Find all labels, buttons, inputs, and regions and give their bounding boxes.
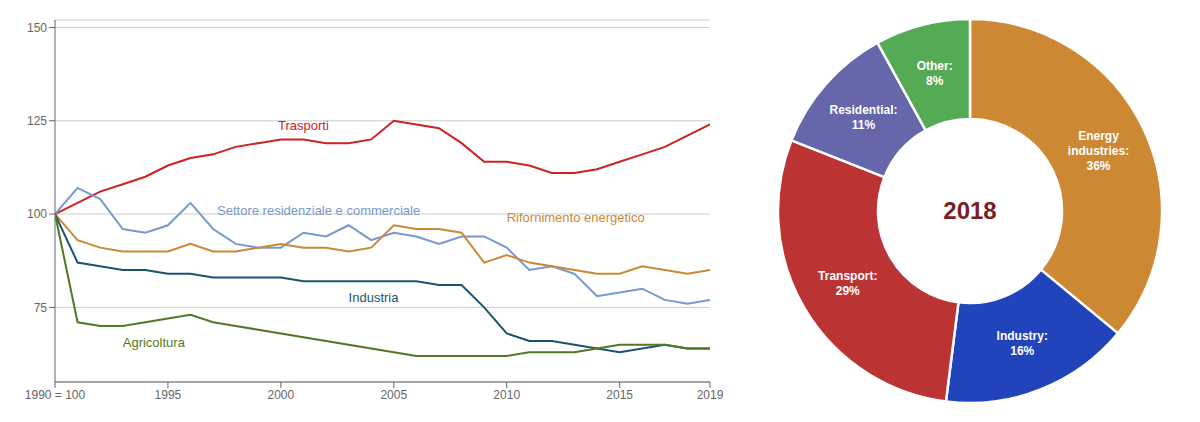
svg-text:1995: 1995 — [155, 388, 182, 402]
svg-text:Industria: Industria — [349, 290, 400, 305]
svg-text:Other:8%: Other:8% — [917, 59, 953, 88]
svg-text:Rifornimento energetico: Rifornimento energetico — [507, 210, 645, 225]
svg-text:Agricoltura: Agricoltura — [123, 335, 186, 350]
svg-text:2000: 2000 — [268, 388, 295, 402]
svg-text:75: 75 — [34, 301, 48, 315]
html-text:2018: 2018 — [943, 197, 997, 224]
svg-text:Energyindustries:36%: Energyindustries:36% — [1068, 129, 1129, 173]
svg-text:Transport:29%: Transport:29% — [818, 269, 877, 298]
svg-text:Trasporti: Trasporti — [278, 118, 329, 133]
svg-text:Industry:16%: Industry:16% — [997, 329, 1048, 358]
svg-text:2005: 2005 — [380, 388, 407, 402]
svg-text:125: 125 — [27, 114, 47, 128]
svg-text:150: 150 — [27, 21, 47, 35]
svg-text:Settore residenziale e commerc: Settore residenziale e commerciale — [217, 203, 420, 218]
svg-text:Residential:11%: Residential:11% — [829, 103, 897, 132]
svg-text:1990 = 100: 1990 = 100 — [25, 388, 86, 402]
svg-text:2019: 2019 — [697, 388, 724, 402]
svg-text:2010: 2010 — [493, 388, 520, 402]
svg-text:100: 100 — [27, 207, 47, 221]
svg-text:2015: 2015 — [606, 388, 633, 402]
